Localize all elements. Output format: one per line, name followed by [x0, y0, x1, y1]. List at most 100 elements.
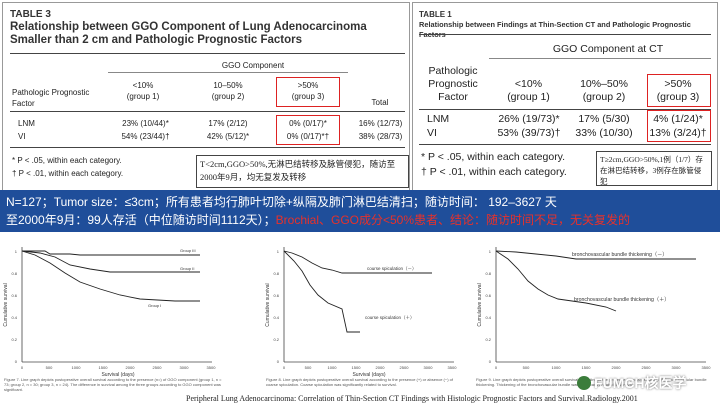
- table3-col1-h1: <10%: [132, 81, 154, 90]
- table1-col2-h1: 10%–50%: [580, 78, 628, 90]
- figure-8-curve-positive: [283, 250, 360, 333]
- table3-row1-c3: 0% (0/17)*: [289, 119, 327, 128]
- figure-8-xtick-0: 0: [283, 365, 286, 370]
- table1-span-header: GGO Component at CT: [552, 43, 664, 55]
- figure-8-ytick-1: 1: [277, 249, 280, 254]
- table1-row2-c1: 53% (39/73)†: [497, 127, 561, 139]
- table3-rule-top: [10, 53, 405, 54]
- figure-7-ytick-0.2: 0.2: [11, 337, 17, 342]
- summary-line-2-highlight: Brochial、GGO成分<50%患者、结论：随访时间不足，无关复发的: [275, 213, 631, 227]
- figure-8-ylabel: Cumulative survival: [265, 283, 271, 326]
- figure-9-xtick-2500: 2500: [642, 365, 652, 370]
- table1-col3-h2: (group 3): [656, 91, 700, 103]
- figure-9-xtick-500: 500: [523, 365, 530, 370]
- figure-8-ytick-0.8: 0.8: [273, 271, 279, 276]
- watermark: FUMCH核医学: [577, 373, 687, 393]
- figure-7-xtick-1500: 1500: [99, 365, 109, 370]
- table3-row1-c4: 16% (12/73): [358, 119, 403, 128]
- table3-col3-h1: >50%: [297, 81, 319, 90]
- figure-7-ylabel: Cumulative survival: [3, 283, 9, 326]
- table3-col2-h2: (group 2): [211, 92, 245, 101]
- figure-9-plot: 1 0.8 0.6 0.4 0.2 0 0 500 1000 1500 2000…: [477, 247, 712, 370]
- table3-row2-label: VI: [18, 132, 26, 141]
- figure-7-ytick-0.8: 0.8: [11, 271, 17, 276]
- figure-9-ytick-0.8: 0.8: [485, 271, 491, 276]
- table1-cells-highlight: [647, 110, 711, 142]
- table3-col2-h1: 10–50%: [213, 81, 243, 90]
- table1-factor-header-3: Factor: [438, 91, 468, 103]
- figure-7-caption: Figure 7. Line graph depicts postoperati…: [4, 377, 222, 392]
- table3-span-rule: [108, 72, 348, 73]
- table1-rule-top: [419, 34, 711, 35]
- figure-7-plot: 1 0.8 0.6 0.4 0.2 0 0 500 1000 1500 2000…: [3, 247, 217, 378]
- table1-footnote-2: † P < .01, within each category.: [421, 166, 567, 178]
- figure-8-xtick-3500: 3500: [448, 365, 458, 370]
- figure-9-xtick-3000: 3000: [672, 365, 682, 370]
- figure-7-ytick-0: 0: [15, 359, 18, 364]
- table3-span-header: GGO Component: [221, 61, 285, 70]
- figure-9-label-positive: bronchovascular bundle thickening（＋）: [574, 296, 669, 303]
- table1-row1-c1: 26% (19/73)*: [498, 113, 560, 125]
- table1-row1-c2: 17% (5/30): [578, 113, 630, 125]
- figure-9-curve-positive: [495, 250, 617, 312]
- table1-factor-header-2: Prognostic: [428, 78, 478, 90]
- table1-row1-c3: 4% (1/24)*: [653, 113, 703, 125]
- table3-row1-c2: 17% (2/12): [208, 119, 248, 128]
- table1-col1-h2: (group 1): [507, 91, 550, 103]
- figure-7-xtick-0: 0: [21, 365, 24, 370]
- citation: Peripheral Lung Adenocarcinoma: Correlat…: [186, 394, 638, 403]
- figure-8-label-negative: course spiculation（－）: [367, 266, 417, 271]
- figure-9-ylabel: Cumulative survival: [477, 283, 483, 326]
- figure-9: 1 0.8 0.6 0.4 0.2 0 0 500 1000 1500 2000…: [466, 237, 718, 392]
- table3-row2-c3: 0% (0/17)*†: [286, 132, 330, 141]
- figure-8-xtick-3000: 3000: [424, 365, 434, 370]
- table1-number: TABLE 1: [419, 10, 452, 19]
- figure-7: 1 0.8 0.6 0.4 0.2 0 0 500 1000 1500 2000…: [0, 237, 228, 392]
- figure-9-xtick-0: 0: [495, 365, 498, 370]
- figure-8-xtick-500: 500: [305, 365, 312, 370]
- figure-8: 1 0.8 0.6 0.4 0.2 0 0 500 1000 1500 2000…: [232, 237, 462, 392]
- table3-row2-c4: 38% (28/73): [358, 132, 403, 141]
- figure-9-curve-negative: [495, 250, 696, 260]
- table1-col1-h1: <10%: [514, 78, 543, 90]
- table1-rule-mid: [419, 109, 711, 110]
- figure-7-ytick-0.6: 0.6: [11, 293, 17, 298]
- table3-row1-c1: 23% (10/44)*: [122, 119, 169, 128]
- figure-9-label-negative: bronchovascular bundle thickening（－）: [572, 251, 667, 258]
- summary-line-1: N=127；Tumor size：≤3cm；所有患者均行肺叶切除+纵隔及肺门淋巴…: [6, 195, 557, 209]
- table1-row1-label: LNM: [427, 113, 450, 125]
- figure-7-curve-group3: [22, 250, 200, 256]
- figure-8-xtick-1000: 1000: [328, 365, 338, 370]
- table1-factor-header-1: Pathologic: [428, 65, 478, 77]
- table1-span-rule: [489, 58, 711, 59]
- table3-number: TABLE 3: [10, 9, 51, 20]
- summary-line-2: 至2000年9月：99人存活（中位随访时间1112天）；Brochial、GGO…: [6, 211, 630, 228]
- figure-7-ytick-1: 1: [15, 249, 18, 254]
- table1-title: Relationship between Findings at Thin-Se…: [419, 20, 691, 39]
- table1-footnote-1: * P < .05, within each category.: [421, 151, 566, 163]
- figure-8-ytick-0.4: 0.4: [273, 315, 279, 320]
- figure-9-xtick-1000: 1000: [552, 365, 562, 370]
- table1-row2-label: VI: [427, 127, 437, 139]
- figure-8-caption: Figure 8. Line graph depicts postoperati…: [266, 377, 453, 387]
- table3-row2-c2: 42% (5/12)*: [206, 132, 250, 141]
- watermark-text: FUMCH核医学: [594, 375, 687, 391]
- figure-7-xtick-3500: 3500: [207, 365, 217, 370]
- table3-col3-h2: (group 3): [291, 92, 325, 101]
- figure-9-ytick-0: 0: [489, 359, 492, 364]
- summary-line-2-text: 至2000年9月：99人存活（中位随访时间1112天）；: [6, 213, 276, 227]
- table1-row2-c3: 13% (3/24)†: [649, 127, 707, 139]
- figure-8-label-positive: course spiculation（＋）: [365, 315, 415, 320]
- table3-row2-c1: 54% (23/44)†: [121, 132, 170, 141]
- figure-9-xtick-3500: 3500: [702, 365, 712, 370]
- figure-7-ytick-0.4: 0.4: [11, 315, 17, 320]
- figure-7-label-group1: Group I: [148, 303, 161, 308]
- table3-rule-mid: [10, 111, 405, 112]
- table1-header-highlight: [647, 74, 711, 107]
- table1-col2-h2: (group 2): [582, 91, 626, 103]
- figure-7-xtick-3000: 3000: [180, 365, 190, 370]
- figure-7-label-group3: Group III: [180, 248, 196, 253]
- figure-8-curve-negative: [283, 250, 432, 274]
- table3-cells-highlight: [276, 115, 340, 145]
- figure-9-ytick-0.4: 0.4: [485, 315, 491, 320]
